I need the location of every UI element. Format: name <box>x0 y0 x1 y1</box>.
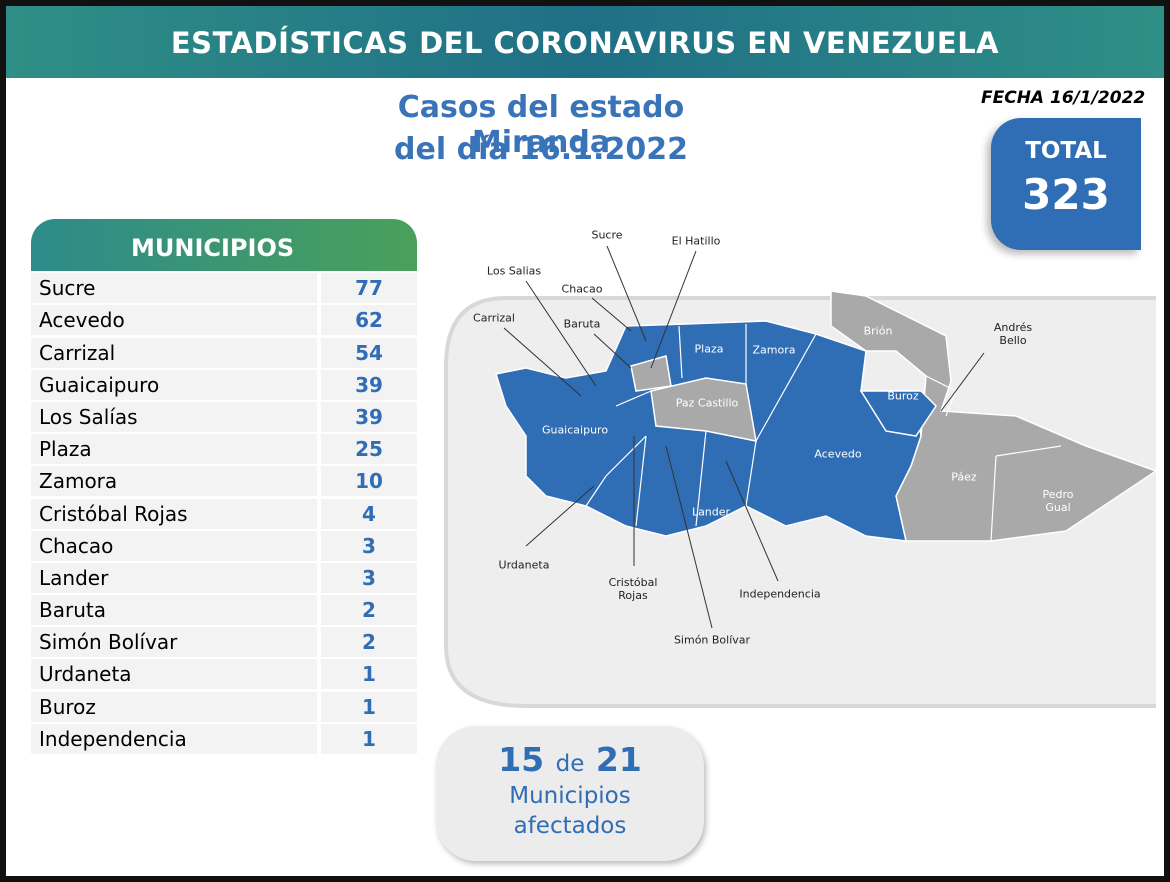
total-municipios: 21 <box>595 740 642 779</box>
municipio-cases: 1 <box>321 659 417 690</box>
table-row: Carrizal 54 <box>31 337 417 368</box>
table-row: Urdaneta 1 <box>31 659 417 690</box>
municipio-cases: 2 <box>321 595 417 626</box>
map-label: Chacao <box>561 282 603 296</box>
municipio-cases: 1 <box>321 691 417 722</box>
municipio-cases: 3 <box>321 530 417 561</box>
municipio-name: Zamora <box>31 466 317 497</box>
table-row: Zamora 10 <box>31 466 417 497</box>
map-label: Baruta <box>563 317 601 331</box>
map-label: Paz Castillo <box>675 396 739 410</box>
table-row: Sucre 77 <box>31 273 417 304</box>
region-gray <box>830 290 1158 542</box>
municipio-name: Sucre <box>31 273 317 304</box>
total-value: 323 <box>1022 170 1110 219</box>
municipio-name: Independencia <box>31 723 317 754</box>
municipio-name: Cristóbal Rojas <box>31 498 317 529</box>
map-label: Páez <box>951 470 977 484</box>
map-label: Urdaneta <box>498 558 550 572</box>
map-label: Lander <box>691 505 731 519</box>
table-row: Independencia 1 <box>31 723 417 754</box>
summary-text: Municipios <box>509 783 631 809</box>
map-label: Independencia <box>739 587 821 601</box>
municipio-cases: 54 <box>321 337 417 368</box>
municipio-cases: 10 <box>321 466 417 497</box>
municipio-cases: 77 <box>321 273 417 304</box>
table-row: Plaza 25 <box>31 434 417 465</box>
municipios-table: MUNICIPIOS Sucre 77 Acevedo 62 Carrizal 54 Gua… <box>31 219 417 754</box>
table-row: Buroz 1 <box>31 691 417 722</box>
municipio-name: Buroz <box>31 691 317 722</box>
map-label: Plaza <box>694 342 724 356</box>
municipio-name: Guaicaipuro <box>31 369 317 400</box>
map-label: Simón Bolívar <box>673 633 751 647</box>
municipio-name: Chacao <box>31 530 317 561</box>
summary-count: 15 de 21 <box>436 740 704 779</box>
table-row: Los Salías 39 <box>31 401 417 432</box>
summary-text: afectados <box>513 813 627 839</box>
table-row: Chacao 3 <box>31 530 417 561</box>
municipio-name: Carrizal <box>31 337 317 368</box>
municipio-cases: 62 <box>321 305 417 336</box>
banner: ESTADÍSTICAS DEL CORONAVIRUS EN VENEZUEL… <box>6 6 1164 78</box>
map-label: Buroz <box>887 389 919 403</box>
table-row: Simón Bolívar 2 <box>31 627 417 658</box>
table-row: Lander 3 <box>31 562 417 593</box>
map-label: Los Salias <box>486 264 542 278</box>
municipio-name: Plaza <box>31 434 317 465</box>
municipio-name: Simón Bolívar <box>31 627 317 658</box>
municipio-name: Baruta <box>31 595 317 626</box>
table-row: Guaicaipuro 39 <box>31 369 417 400</box>
municipio-cases: 3 <box>321 562 417 593</box>
municipio-cases: 1 <box>321 723 417 754</box>
summary-card: 15 de 21 Municipios afectados <box>436 726 704 861</box>
map-label: Cristóbal Rojas <box>608 576 658 602</box>
date: FECHA 16/1/2022 <box>981 88 1146 108</box>
map-label: Brión <box>863 324 893 338</box>
municipio-cases: 2 <box>321 627 417 658</box>
municipio-name: Lander <box>31 562 317 593</box>
subtitle: Casos del estado Miranda <box>397 90 685 160</box>
total-card: TOTAL 323 <box>991 118 1141 250</box>
total-label: TOTAL <box>1025 138 1107 164</box>
map-label: Zamora <box>752 343 796 357</box>
map-label: Pedro Gual <box>1042 488 1074 514</box>
map-label: El Hatillo <box>671 234 721 248</box>
map-label: Acevedo <box>814 447 862 461</box>
map-label: Carrizal <box>473 311 515 325</box>
municipio-name: Los Salías <box>31 401 317 432</box>
subtitle: del día 16.1.2022 <box>394 132 688 167</box>
municipio-cases: 39 <box>321 401 417 432</box>
map <box>444 245 1158 708</box>
municipio-name: Urdaneta <box>31 659 317 690</box>
municipio-cases: 39 <box>321 369 417 400</box>
map-label: Guaicaipuro <box>541 423 609 437</box>
table-row: Baruta 2 <box>31 595 417 626</box>
municipio-cases: 25 <box>321 434 417 465</box>
leader-lines <box>503 245 985 629</box>
affected: 15 <box>498 740 545 779</box>
table-row: Cristóbal Rojas 4 <box>31 498 417 529</box>
table-row: Acevedo 62 <box>31 305 417 336</box>
municipio-name: Acevedo <box>31 305 317 336</box>
table-body: Sucre 77 Acevedo 62 Carrizal 54 Guaicaipuro 39 L… <box>31 273 417 754</box>
banner-title: ESTADÍSTICAS DEL CORONAVIRUS EN VENEZUEL… <box>170 26 1000 60</box>
map-label: Sucre <box>591 228 623 242</box>
table-header: MUNICIPIOS <box>31 219 417 271</box>
of: de <box>555 751 585 777</box>
region-blue <box>859 390 937 437</box>
map-label: Andrés Bello <box>993 321 1033 347</box>
municipio-cases: 4 <box>321 498 417 529</box>
